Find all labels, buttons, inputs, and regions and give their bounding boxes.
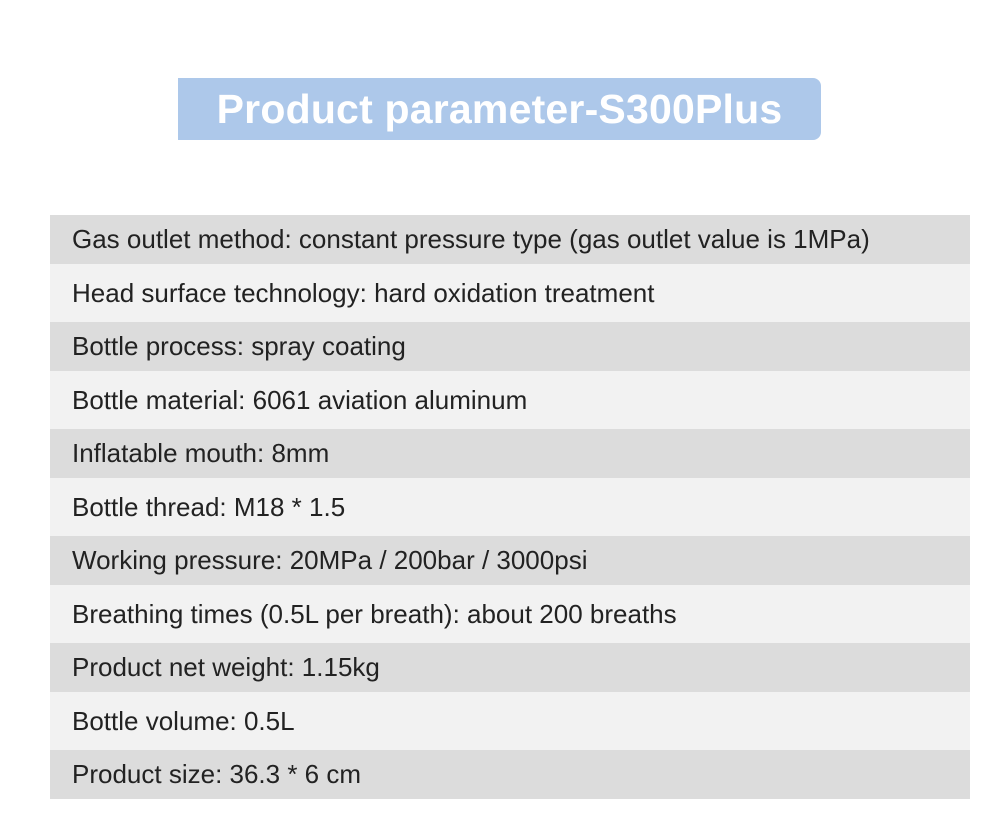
param-row-net-weight: Product net weight: 1.15kg <box>50 643 970 692</box>
param-row-inflatable-mouth: Inflatable mouth: 8mm <box>50 429 970 478</box>
param-row-bottle-volume: Bottle volume: 0.5L <box>50 692 970 750</box>
param-row-head-surface: Head surface technology: hard oxidation … <box>50 264 970 322</box>
page-title: Product parameter-S300Plus <box>216 85 783 132</box>
param-row-breathing-times: Breathing times (0.5L per breath): about… <box>50 585 970 643</box>
parameter-list: Gas outlet method: constant pressure typ… <box>50 215 970 799</box>
param-row-working-pressure: Working pressure: 20MPa / 200bar / 3000p… <box>50 536 970 585</box>
param-row-product-size: Product size: 36.3 * 6 cm <box>50 750 970 799</box>
param-row-gas-outlet: Gas outlet method: constant pressure typ… <box>50 215 970 264</box>
title-banner: Product parameter-S300Plus <box>178 78 821 140</box>
param-row-bottle-material: Bottle material: 6061 aviation aluminum <box>50 371 970 429</box>
param-row-bottle-thread: Bottle thread: M18 * 1.5 <box>50 478 970 536</box>
param-row-bottle-process: Bottle process: spray coating <box>50 322 970 371</box>
